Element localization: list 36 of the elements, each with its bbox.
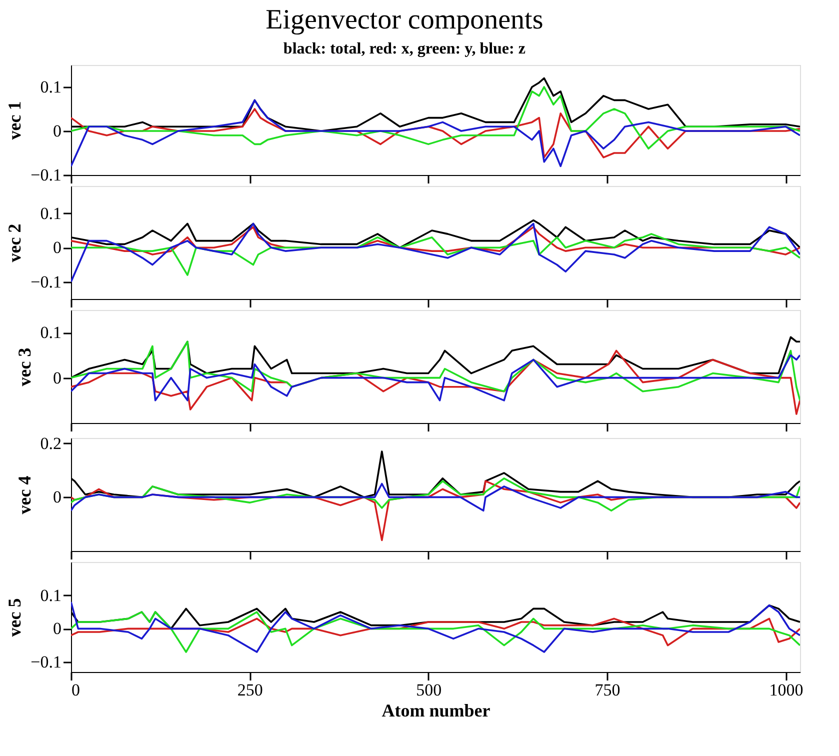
- line-series: [71, 482, 800, 512]
- line-series: [71, 86, 800, 150]
- line-series: [71, 99, 800, 168]
- y-tick-label: 0.1: [40, 586, 62, 605]
- line-series: [71, 354, 800, 402]
- chart-title: Eigenvector components: [266, 4, 544, 36]
- y-tick-label: 0: [53, 238, 62, 258]
- x-tick-label: 750: [594, 680, 620, 700]
- y-tick-label: 0: [53, 122, 62, 140]
- y-tick-label: −0.1: [30, 272, 62, 292]
- y-axis-title: vec 3: [14, 348, 34, 386]
- line-series: [71, 350, 800, 415]
- y-tick-label: 0.1: [40, 204, 62, 223]
- y-tick-label: 0: [53, 619, 62, 638]
- chart-subtitle: black: total, red: x, green: y, blue: z: [283, 40, 526, 58]
- y-axis-title: vec 2: [4, 224, 25, 262]
- y-tick-label: 0: [53, 488, 62, 507]
- x-tick-label: 250: [237, 680, 263, 700]
- y-tick-label: 0.2: [40, 434, 62, 453]
- line-series: [71, 340, 800, 402]
- y-axis-title: vec 4: [14, 476, 34, 514]
- line-series: [71, 601, 800, 653]
- line-series: [71, 233, 800, 276]
- y-axis-title: vec 5: [4, 598, 25, 637]
- y-tick-label: −0.1: [30, 166, 62, 184]
- x-tick-label: 500: [416, 680, 442, 700]
- y-tick-label: 0.1: [40, 323, 62, 342]
- y-axis-title: vec 1: [4, 101, 25, 140]
- y-tick-label: 0.1: [40, 78, 62, 96]
- y-tick-label: 0: [53, 368, 62, 388]
- x-tick-label: 1000: [769, 680, 804, 700]
- line-series: [71, 222, 800, 283]
- line-series: [71, 611, 800, 653]
- y-tick-label: −0.1: [30, 652, 62, 672]
- x-axis-title: Atom number: [382, 700, 490, 720]
- x-tick-label: 0: [72, 680, 80, 700]
